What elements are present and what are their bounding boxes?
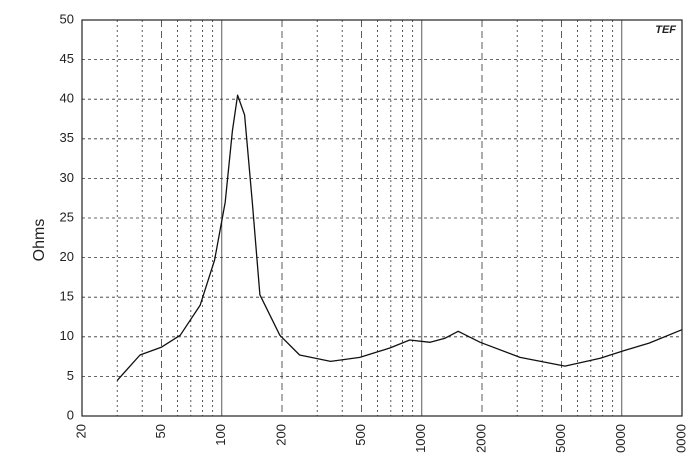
- y-tick-label: 25: [60, 209, 74, 224]
- y-axis-label: Ohms: [31, 219, 48, 262]
- y-tick-label: 10: [60, 328, 74, 343]
- y-tick-label: 40: [60, 91, 74, 106]
- x-tick-label: 200: [273, 424, 288, 446]
- x-tick-label: 0000: [673, 424, 688, 453]
- y-tick-label: 0: [67, 407, 74, 422]
- y-tick-label: 35: [60, 130, 74, 145]
- x-tick-label: 0000: [613, 424, 628, 453]
- x-tick-label: 20: [73, 424, 88, 438]
- x-tick-label: 5000: [553, 424, 568, 453]
- y-tick-label: 15: [60, 289, 74, 304]
- y-tick-label: 50: [60, 11, 74, 26]
- y-tick-label: 45: [60, 51, 74, 66]
- x-tick-label: 1000: [413, 424, 428, 453]
- plot-frame: [81, 19, 683, 417]
- logo: TEF: [655, 24, 676, 36]
- x-tick-label: 50: [153, 424, 168, 438]
- impedance-line: [116, 94, 683, 381]
- y-tick-label: 5: [67, 368, 74, 383]
- x-tick-label: 500: [353, 424, 368, 446]
- x-tick-label: 100: [213, 424, 228, 446]
- y-tick-label: 20: [60, 249, 74, 264]
- x-tick-label: 2000: [473, 424, 488, 453]
- y-tick-label: 30: [60, 170, 74, 185]
